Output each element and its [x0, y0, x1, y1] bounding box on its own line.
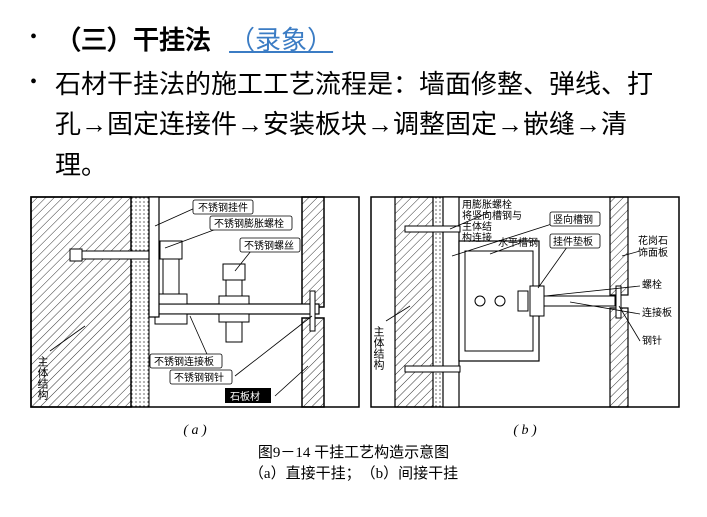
bullet-icon: • [30, 71, 37, 94]
label-granite2: 饰面板 [638, 246, 668, 259]
label-exp4: 构连接 [462, 231, 492, 244]
label-screw: 不锈钢螺丝 [244, 239, 294, 252]
heading-row: • （三） 干挂法 （录象） [30, 20, 677, 57]
label-stone: 石板材 [230, 390, 260, 403]
video-link[interactable]: （录象） [229, 20, 333, 57]
figure-row: 不锈钢挂件 不锈钢膨胀螺栓 不锈钢螺丝 不锈钢连接板 不锈钢钢针 石板材 主体结… [30, 196, 677, 439]
label-expansion-bolt: 不锈钢膨胀螺栓 [214, 217, 284, 230]
bullet-icon: • [30, 26, 37, 49]
caption-line1: 图9－14 干挂工艺构造示意图 [30, 443, 677, 464]
label-connector: 不锈钢连接板 [154, 355, 214, 368]
label-pin: 不锈钢钢针 [174, 371, 224, 384]
label-exp3: 主体结 [462, 220, 492, 233]
section-title: 干挂法 [133, 20, 211, 57]
label-hanger: 不锈钢挂件 [198, 201, 248, 214]
figure-a: 不锈钢挂件 不锈钢膨胀螺栓 不锈钢螺丝 不锈钢连接板 不锈钢钢针 石板材 主体结… [30, 196, 360, 439]
label-hchannel: 水平槽钢 [498, 236, 538, 249]
label-wall-a: 主体结构 [36, 356, 49, 401]
figure-caption: 图9－14 干挂工艺构造示意图 （a）直接干挂； （b）间接干挂 [30, 443, 677, 485]
label-vchannel: 竖向槽钢 [553, 213, 593, 226]
label-wall-b: 主体结构 [372, 326, 385, 371]
process-text: 石材干挂法的施工工艺流程是：墙面修整、弹线、打孔→固定连接件→安装板块→调整固定… [55, 65, 677, 186]
label-pad: 挂件垫板 [553, 235, 593, 248]
figure-b: 用膨胀螺栓 将竖向槽钢与 主体结 构连接 竖向槽钢 水平槽钢 挂件垫板 螺栓 连… [370, 196, 680, 439]
label-granite1: 花岗石 [638, 234, 668, 247]
figure-b-sublabel: ( b ) [370, 423, 680, 439]
label-bolt: 螺栓 [642, 278, 662, 291]
label-pin-b: 钢针 [642, 334, 662, 347]
label-exp2: 将竖向槽钢与 [462, 209, 522, 222]
label-connector-b: 连接板 [642, 306, 672, 319]
section-number: （三） [55, 20, 133, 57]
label-exp1: 用膨胀螺栓 [462, 198, 512, 211]
paragraph-row: • 石材干挂法的施工工艺流程是：墙面修整、弹线、打孔→固定连接件→安装板块→调整… [30, 65, 677, 186]
caption-line2: （a）直接干挂； （b）间接干挂 [30, 464, 677, 485]
figure-a-sublabel: ( a ) [30, 423, 360, 439]
